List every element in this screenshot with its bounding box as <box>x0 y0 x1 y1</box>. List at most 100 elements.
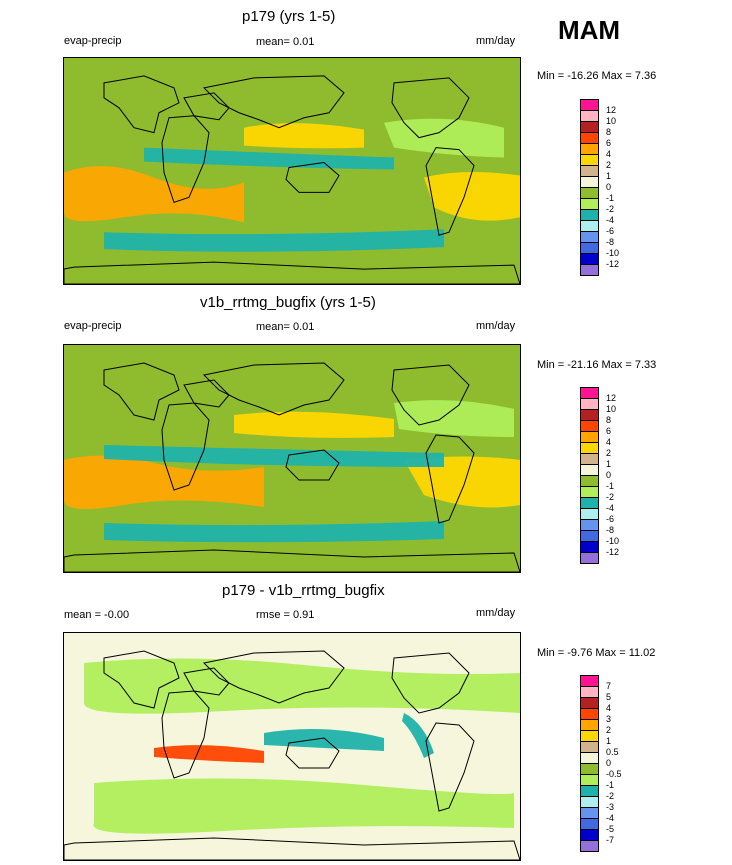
colorbar-label: -6 <box>606 226 615 236</box>
coastline <box>285 449 340 481</box>
panel-3-rmse: rmse = 0.91 <box>256 609 315 621</box>
map-graphic <box>64 345 520 572</box>
season-label: MAM <box>558 15 621 45</box>
map-graphic <box>64 58 520 284</box>
coastline <box>103 650 180 709</box>
coastline <box>391 77 470 139</box>
panel-3-mean: mean = -0.00 <box>64 609 130 621</box>
colorbar-label: -6 <box>606 514 615 524</box>
colorbar-label: -2 <box>606 492 615 502</box>
field-contour <box>84 658 520 714</box>
coastline <box>202 650 345 704</box>
colorbar-label: -8 <box>606 237 615 247</box>
field-contour <box>402 713 434 758</box>
colorbar-label: 0 <box>606 470 612 480</box>
panel-1-units: mm/day <box>476 35 516 47</box>
coastline <box>64 261 520 284</box>
coastline <box>285 162 340 193</box>
panel-1-variable: evap-precip <box>64 35 122 47</box>
colorbar-label: -10 <box>606 248 620 258</box>
panel-2-variable: evap-precip <box>64 320 122 332</box>
coastline <box>391 652 470 714</box>
panel-2-map <box>63 344 521 573</box>
colorbar-label: 10 <box>606 116 617 126</box>
field-contour <box>64 455 264 509</box>
colorbar-label: 8 <box>606 127 612 137</box>
colorbar-label: -8 <box>606 525 615 535</box>
colorbar-label: 2 <box>606 448 612 458</box>
colorbar-label: 7 <box>606 681 612 691</box>
field-contour <box>104 445 444 467</box>
panel-2-title: v1b_rrtmg_bugfix (yrs 1-5) <box>200 294 376 311</box>
colorbar-label: 2 <box>606 725 612 735</box>
coastline <box>202 75 345 129</box>
coastline <box>425 722 475 812</box>
field-contour <box>144 147 394 170</box>
field-contour <box>424 171 520 221</box>
coastline <box>183 667 230 696</box>
colorbar-label: 1 <box>606 459 612 469</box>
coastline <box>391 364 470 426</box>
colorbar-label: -2 <box>606 204 615 214</box>
coastline <box>161 690 210 779</box>
colorbar-label: 12 <box>606 393 617 403</box>
panel-3-map <box>63 632 521 861</box>
colorbar-label: -10 <box>606 536 620 546</box>
panel-1-colorbar: 12 10 8 6 4 2 1 0 -1 -2 -4 -6 -8 -10 -12 <box>580 99 619 276</box>
colorbar-label: 0 <box>606 758 612 768</box>
colorbar-label: 4 <box>606 703 612 713</box>
colorbar-label: 1 <box>606 736 612 746</box>
coastline <box>64 837 520 860</box>
field-contour <box>404 456 520 508</box>
field-contour <box>234 411 394 438</box>
coastline <box>285 737 340 769</box>
panel-3-units: mm/day <box>476 607 516 619</box>
colorbar-swatch <box>580 840 599 852</box>
colorbar-label: 1 <box>606 171 612 181</box>
coastline <box>202 362 345 416</box>
colorbar-label: -0.5 <box>606 769 622 779</box>
colorbar-label: 4 <box>606 437 612 447</box>
field-contour <box>64 166 244 223</box>
colorbar-label: -1 <box>606 193 615 203</box>
coastline <box>183 92 230 121</box>
panel-3-minmax: Min = -9.76 Max = 11.02 <box>537 647 656 659</box>
panel-1-minmax: Min = -16.26 Max = 7.36 <box>537 70 657 82</box>
colorbar-label: -1 <box>606 780 615 790</box>
panel-3-title: p179 - v1b_rrtmg_bugfix <box>222 582 385 599</box>
field-contour <box>264 729 384 751</box>
panel-2-units: mm/day <box>476 320 516 332</box>
colorbar-label: 8 <box>606 415 612 425</box>
colorbar-label: 0.5 <box>606 747 619 757</box>
field-contour <box>104 521 444 543</box>
colorbar-label: 3 <box>606 714 612 724</box>
panel-2-colorbar: 12 10 8 6 4 2 1 0 -1 -2 -4 -6 -8 -10 -12 <box>580 387 619 564</box>
colorbar-label: 6 <box>606 138 612 148</box>
colorbar-label: -4 <box>606 503 615 513</box>
coastline <box>161 402 210 491</box>
field-contour <box>104 229 444 252</box>
colorbar-label: 0 <box>606 182 612 192</box>
colorbar-label: -12 <box>606 547 620 557</box>
field-contour <box>93 778 515 834</box>
colorbar-swatch <box>580 552 599 564</box>
panel-1-title: p179 (yrs 1-5) <box>242 8 336 25</box>
colorbar-swatch <box>580 264 599 276</box>
colorbar-label: 12 <box>606 105 617 115</box>
colorbar-label: 2 <box>606 160 612 170</box>
colorbar-label: -2 <box>606 791 615 801</box>
colorbar-label: 6 <box>606 426 612 436</box>
colorbar-label: -7 <box>606 835 615 845</box>
coastline <box>103 75 180 134</box>
map-graphic <box>64 633 520 860</box>
panel-3-colorbar: 7 5 4 3 2 1 0.5 0 -0.5 -1 -2 -3 -4 -5 -7 <box>580 675 622 852</box>
coastline <box>161 115 210 203</box>
field-contour <box>154 745 264 763</box>
panel-2-minmax: Min = -21.16 Max = 7.33 <box>537 359 657 371</box>
colorbar-label: -4 <box>606 813 615 823</box>
coastline <box>425 434 475 524</box>
colorbar-label: -12 <box>606 259 620 269</box>
colorbar-label: -1 <box>606 481 615 491</box>
coastline <box>425 147 475 236</box>
coastline <box>103 362 180 421</box>
